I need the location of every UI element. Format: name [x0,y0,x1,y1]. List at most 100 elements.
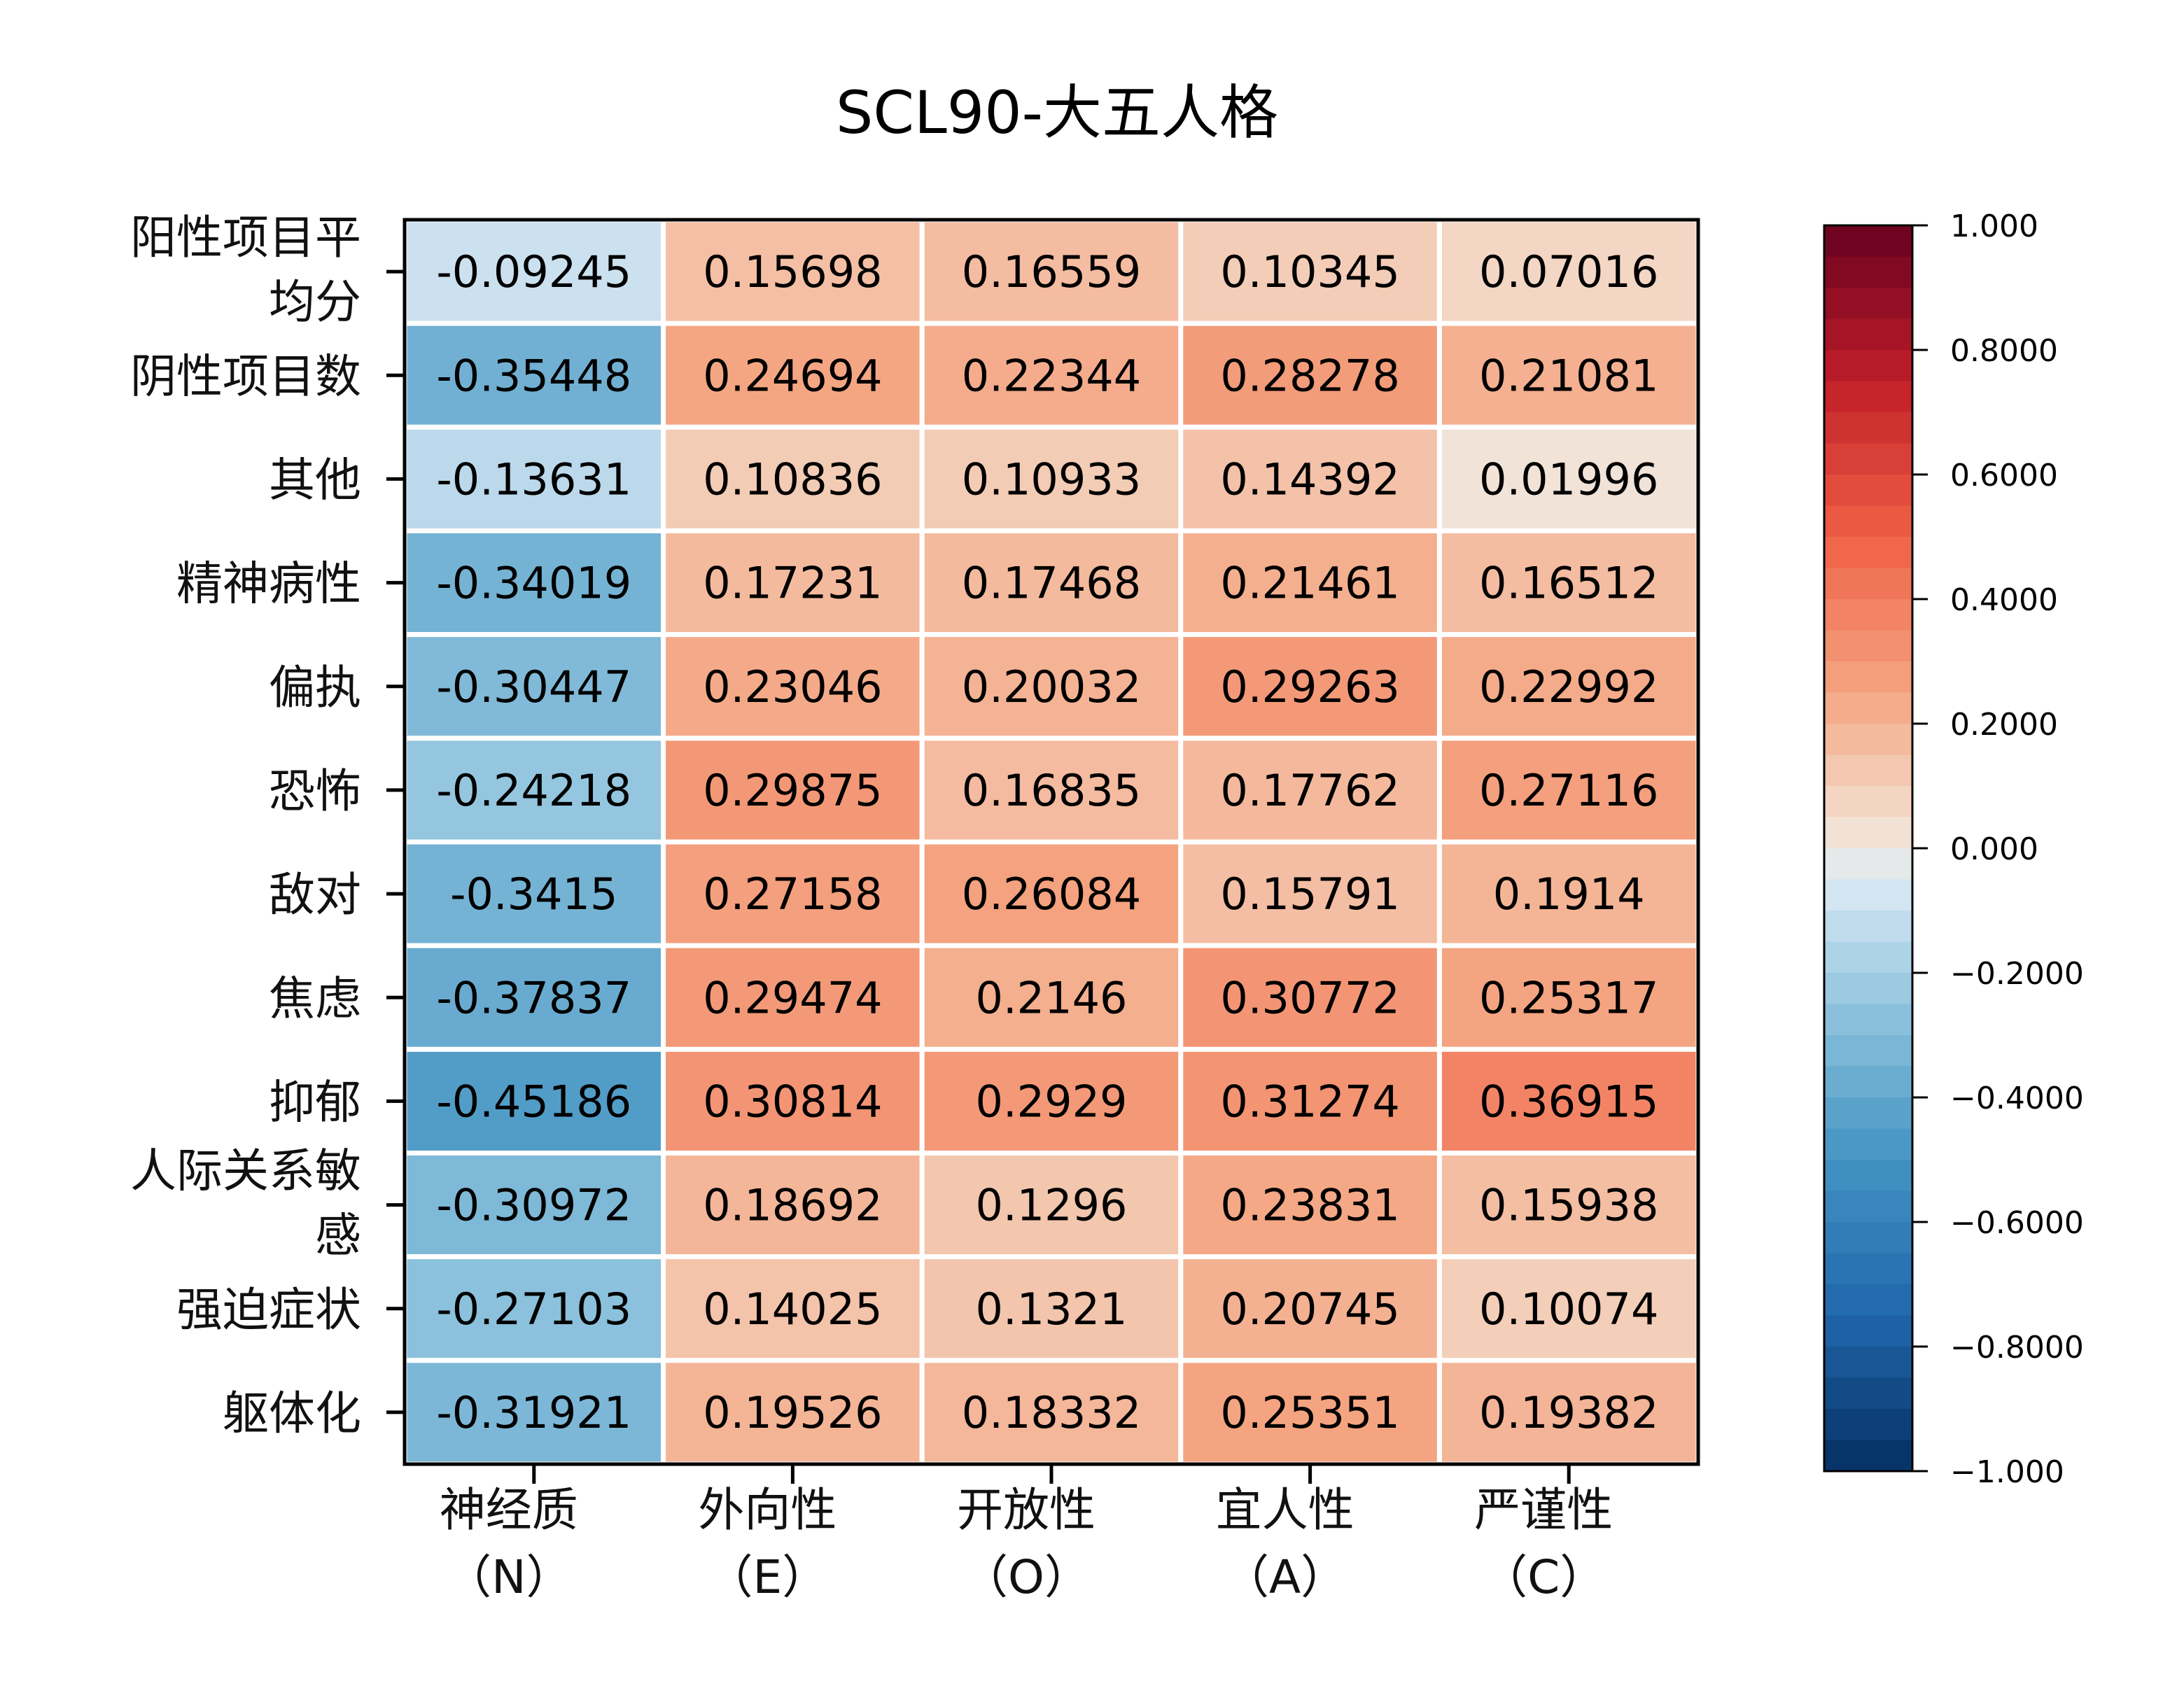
colorbar-tick-label: 0.8000 [1950,333,2058,369]
heatmap-cell [402,1358,666,1467]
colorbar-segment [1824,1315,1912,1347]
colorbar-segment [1824,1222,1912,1254]
heatmap-cell [661,1046,925,1156]
cell-value-label: 0.15938 [1479,1180,1658,1231]
cell-value-label: -0.13631 [436,454,631,505]
colorbar-segment [1824,568,1912,600]
colorbar-segment [1824,1160,1912,1192]
heatmap-cell [1436,1254,1701,1363]
cell-value-label: 0.1914 [1493,869,1645,920]
colorbar-segment [1824,1440,1912,1472]
cell-value-label: -0.35448 [436,350,631,401]
cell-value-label: 0.30772 [1220,972,1399,1023]
cell-value-label: 0.21461 [1220,558,1399,609]
heatmap-cell [1436,528,1701,638]
colorbar-segment [1824,692,1912,724]
colorbar-segment [1824,1066,1912,1098]
heatmap-cell [1178,424,1442,533]
heatmap-cell [1178,1151,1442,1260]
cell-value-label: 0.16835 [962,765,1141,816]
colorbar-segment [1824,817,1912,849]
colorbar-segment [1824,1253,1912,1285]
colorbar-segment [1824,599,1912,631]
cell-value-label: 0.14392 [1220,454,1399,505]
heatmap-cell [402,1254,666,1363]
colorbar-segment [1824,443,1912,475]
cell-value-label: 0.17468 [962,558,1141,609]
colorbar-segment [1824,1190,1912,1223]
heatmap-cell [919,321,1184,430]
colorbar-tick-label: 0.6000 [1950,458,2058,493]
colorbar-segment [1824,318,1912,351]
y-axis: 阳性项目平均分阴性项目数其他精神病性偏执恐怖敌对焦虑抑郁人际关系敏感强迫症状躯体… [130,211,405,1440]
heatmap-cell [1436,321,1701,430]
y-tick-label: 强迫症状 [176,1283,361,1337]
cell-value-label: -0.30447 [436,661,631,712]
cell-value-label: 0.17762 [1220,765,1399,816]
heatmap-cell [919,632,1184,741]
colorbar-tick-label: 1.000 [1950,209,2038,244]
colorbar-segment [1824,661,1912,694]
cell-value-label: 0.28278 [1220,350,1399,401]
colorbar-segment [1824,537,1912,569]
cell-value-label: 0.20032 [962,661,1141,712]
x-tick-label: 神经质（N） [440,1483,578,1604]
heatmap-cell [1178,1358,1442,1467]
cell-value-label: 0.15791 [1220,869,1399,920]
colorbar-segment [1824,1377,1912,1410]
cell-value-label: 0.29263 [1220,661,1399,712]
colorbar-tick-label: 0.000 [1950,831,2038,867]
y-tick-label: 精神病性 [176,557,361,611]
cell-value-label: 0.23046 [703,661,882,712]
x-tick-label: 严谨性（C） [1474,1483,1613,1604]
colorbar-segment [1824,475,1912,507]
cell-value-label: 0.16512 [1479,558,1658,609]
colorbar-tick-label: −0.6000 [1950,1205,2084,1241]
cell-value-label: 0.2929 [976,1076,1128,1127]
y-tick-label: 抑郁 [269,1075,361,1129]
colorbar-tick-label: −0.2000 [1950,956,2084,992]
colorbar-segment [1824,412,1912,444]
cell-value-label: 0.24694 [703,350,882,401]
y-tick-label: 恐怖 [269,764,361,818]
cell-value-label: -0.37837 [436,972,631,1023]
heatmap-cell [402,943,666,1052]
cell-value-label: 0.07016 [1479,246,1658,297]
cell-value-label: 0.14025 [703,1284,882,1335]
cell-value-label: 0.36915 [1479,1076,1658,1127]
colorbar-segment [1824,973,1912,1005]
colorbar-segment [1824,1035,1912,1067]
heatmap-cell [1178,528,1442,638]
y-tick-label: 人际关系敏感 [130,1144,361,1263]
y-tick-label: 其他 [269,453,361,507]
colorbar-tick-label: −0.8000 [1950,1330,2084,1365]
heatmap-cell [661,217,925,326]
cell-value-labels: -0.09245 0.15698 0.16559 0.10345 0.07016 -0.3… [436,246,1658,1438]
x-tick-label: 开放性（O） [957,1483,1096,1604]
cell-value-label: 0.29875 [703,765,882,816]
colorbar-segment [1824,941,1912,974]
heatmap-cell [661,528,925,638]
colorbar-segment [1824,1284,1912,1316]
heatmap-cell [919,1151,1184,1260]
colorbar-segment [1824,381,1912,413]
cell-value-label: 0.01996 [1479,454,1658,505]
y-tick-label: 阴性项目数 [130,349,361,403]
colorbar: 1.000 0.8000 0.6000 0.4000 0.2000 0.000 −0.200… [1823,209,2084,1490]
colorbar-segment [1824,1097,1912,1130]
cell-value-label: -0.34019 [436,558,631,609]
cell-value-label: 0.30814 [703,1076,882,1127]
cell-value-label: 0.10074 [1479,1284,1658,1335]
colorbar-segment [1824,724,1912,756]
heatmap-cell [1178,1254,1442,1363]
y-tick-label: 阳性项目平均分 [130,211,361,329]
cell-value-label: 0.18692 [703,1180,882,1231]
heatmap-cell [402,1151,666,1260]
heatmap-cells [402,217,1701,1467]
colorbar-segment [1824,350,1912,382]
cell-value-label: 0.1321 [976,1284,1128,1335]
x-tick-label: 宜人性（A） [1216,1483,1354,1604]
colorbar-tick-label: −0.4000 [1950,1081,2084,1116]
cell-value-label: 0.27158 [703,869,882,920]
